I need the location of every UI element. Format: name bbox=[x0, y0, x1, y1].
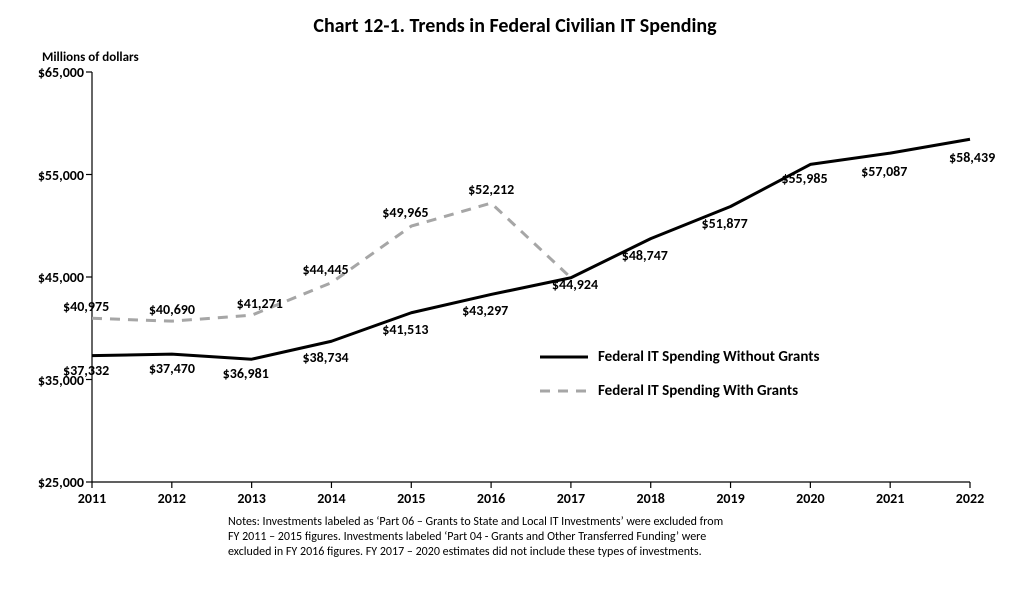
x-tick-label: 2019 bbox=[706, 490, 756, 507]
data-label: $37,470 bbox=[149, 360, 195, 377]
data-label: $57,087 bbox=[861, 163, 907, 180]
x-tick-label: 2015 bbox=[386, 490, 436, 507]
data-label: $40,975 bbox=[63, 298, 109, 315]
x-tick-label: 2020 bbox=[785, 490, 835, 507]
data-label: $49,965 bbox=[382, 204, 428, 221]
data-label: $37,332 bbox=[63, 362, 109, 379]
chart-note-line: excluded in FY 2016 figures. FY 2017 – 2… bbox=[228, 545, 723, 560]
data-label: $43,297 bbox=[462, 302, 508, 319]
x-tick-label: 2017 bbox=[546, 490, 596, 507]
legend-label: Federal IT Spending Without Grants bbox=[598, 348, 819, 366]
x-tick-label: 2018 bbox=[626, 490, 676, 507]
x-tick-label: 2011 bbox=[67, 490, 117, 507]
chart-notes: Notes: Investments labeled as ‘Part 06 –… bbox=[228, 515, 723, 560]
data-label: $52,212 bbox=[468, 181, 514, 198]
y-tick-label: $25,000 bbox=[22, 474, 84, 491]
legend-item: Federal IT Spending Without Grants bbox=[540, 348, 819, 366]
chart-container: Chart 12-1. Trends in Federal Civilian I… bbox=[0, 0, 1030, 592]
x-tick-label: 2014 bbox=[306, 490, 356, 507]
y-tick-label: $55,000 bbox=[22, 167, 84, 184]
legend-item: Federal IT Spending With Grants bbox=[540, 382, 798, 400]
data-label: $58,439 bbox=[949, 149, 995, 166]
x-tick-label: 2021 bbox=[865, 490, 915, 507]
legend-line-icon bbox=[540, 349, 588, 365]
x-tick-label: 2012 bbox=[147, 490, 197, 507]
x-tick-label: 2016 bbox=[466, 490, 516, 507]
x-tick-label: 2022 bbox=[945, 490, 995, 507]
y-tick-label: $65,000 bbox=[22, 64, 84, 81]
legend-line-icon bbox=[540, 383, 588, 399]
data-label: $48,747 bbox=[622, 247, 668, 264]
data-label: $41,513 bbox=[382, 321, 428, 338]
chart-note-line: Notes: Investments labeled as ‘Part 06 –… bbox=[228, 515, 723, 530]
legend-label: Federal IT Spending With Grants bbox=[598, 382, 798, 400]
data-label: $40,690 bbox=[149, 301, 195, 318]
chart-note-line: FY 2011 – 2015 figures. Investments labe… bbox=[228, 530, 723, 545]
data-label: $51,877 bbox=[702, 215, 748, 232]
x-tick-label: 2013 bbox=[227, 490, 277, 507]
data-label: $41,271 bbox=[237, 295, 283, 312]
data-label: $44,924 bbox=[552, 276, 598, 293]
data-label: $38,734 bbox=[302, 349, 348, 366]
data-label: $36,981 bbox=[223, 365, 269, 382]
data-label: $55,985 bbox=[781, 170, 827, 187]
data-label: $44,445 bbox=[302, 261, 348, 278]
y-tick-label: $45,000 bbox=[22, 269, 84, 286]
